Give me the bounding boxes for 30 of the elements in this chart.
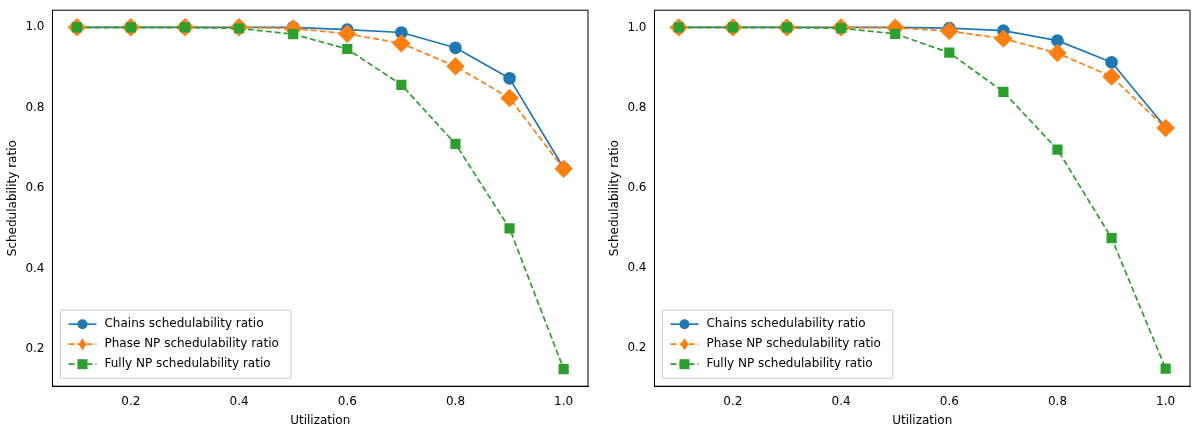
y-axis-title: Schedulability ratio: [5, 140, 20, 257]
y-tick-label: 0.2: [25, 341, 45, 356]
y-tick-label: 0.8: [627, 99, 647, 114]
legend-label: Phase NP schedulability ratio: [104, 336, 279, 351]
y-tick-label: 1.0: [627, 19, 647, 34]
x-tick-label: 0.2: [121, 393, 141, 408]
legend-label: Chains schedulability ratio: [706, 316, 866, 331]
y-tick-label: 0.4: [627, 259, 647, 274]
x-tick-label: 0.6: [939, 393, 959, 408]
x-tick-label: 0.4: [831, 393, 851, 408]
y-tick-label: 0.6: [25, 180, 45, 195]
y-tick-label: 0.6: [627, 179, 647, 194]
legend-label: Fully NP schedulability ratio: [104, 356, 271, 371]
y-tick-label: 0.2: [627, 339, 647, 354]
y-tick-label: 0.8: [25, 99, 45, 114]
x-tick-label: 0.4: [229, 393, 249, 408]
y-axis-title: Schedulability ratio: [607, 140, 622, 257]
x-axis-title: Utilization: [892, 412, 953, 427]
x-tick-label: 0.8: [1047, 393, 1068, 408]
legend-label: Phase NP schedulability ratio: [706, 336, 881, 351]
legend-label: Fully NP schedulability ratio: [706, 356, 873, 371]
x-tick-label: 1.0: [554, 393, 574, 408]
y-tick-label: 0.4: [25, 260, 45, 275]
legend-label: Chains schedulability ratio: [104, 316, 264, 331]
y-tick-label: 1.0: [25, 19, 45, 34]
x-tick-label: 0.6: [337, 393, 357, 408]
x-tick-label: 1.0: [1156, 393, 1176, 408]
x-tick-label: 0.2: [723, 393, 743, 408]
x-axis-title: Utilization: [290, 412, 351, 427]
x-tick-label: 0.8: [445, 393, 466, 408]
